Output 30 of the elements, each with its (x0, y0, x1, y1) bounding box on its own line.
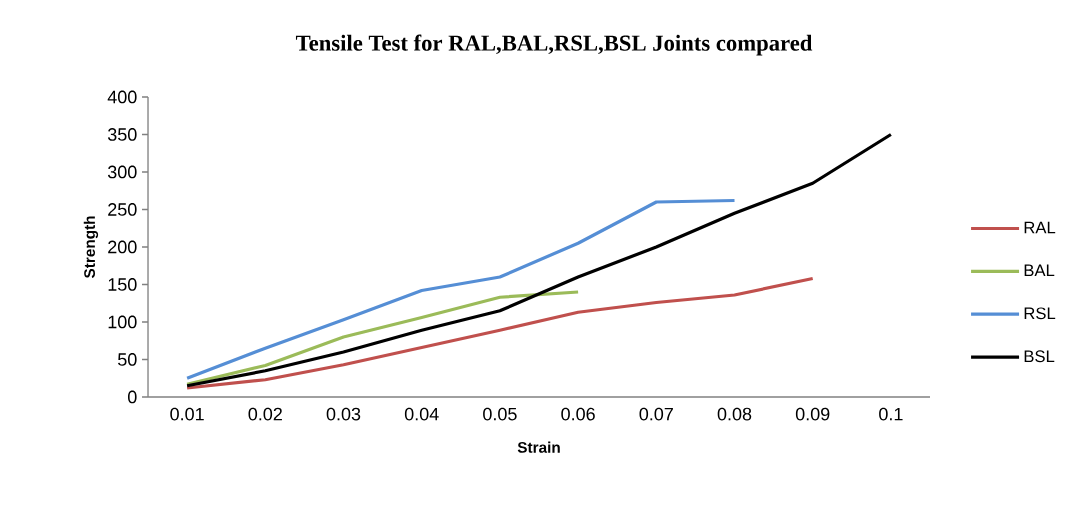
x-tick-label: 0.05 (483, 407, 517, 421)
y-tick-label: 300 (107, 165, 137, 179)
x-tick-label: 0.03 (326, 407, 361, 421)
x-tick-label: 0.1 (879, 407, 903, 421)
x-tick-label: 0.07 (639, 407, 673, 421)
line-series (185, 290, 580, 386)
legend-label: BAL (1024, 264, 1055, 277)
legend-label: RSL (1024, 307, 1056, 320)
y-axis-title: Strength (83, 216, 99, 279)
x-tick-label: 0.06 (561, 407, 595, 421)
x-tick-label: 0.04 (404, 407, 439, 421)
y-tick-label: 350 (107, 128, 137, 141)
line-series (185, 132, 893, 388)
y-tick-label: 0 (128, 390, 137, 404)
x-tick-label: 0.08 (717, 407, 752, 421)
x-tick-label: 0.09 (795, 407, 830, 421)
y-tick-label: 200 (108, 240, 137, 254)
line-series (185, 276, 815, 390)
y-tick-label: 100 (108, 315, 137, 329)
x-tick-label: 0.01 (170, 407, 204, 421)
y-tick-label: 50 (117, 353, 137, 366)
y-tick-label: 250 (108, 203, 137, 216)
x-axis-title: Strain (517, 441, 560, 453)
y-tick-label: 150 (108, 278, 137, 291)
chart-title: Tensile Test for RAL,BAL,RSL,BSL Joints compared (295, 34, 813, 56)
y-tick-label: 400 (107, 90, 137, 104)
line-series (185, 198, 737, 380)
x-tick-label: 0.02 (248, 407, 282, 421)
legend-label: RAL (1024, 221, 1056, 234)
legend-label: BSL (1024, 350, 1055, 363)
